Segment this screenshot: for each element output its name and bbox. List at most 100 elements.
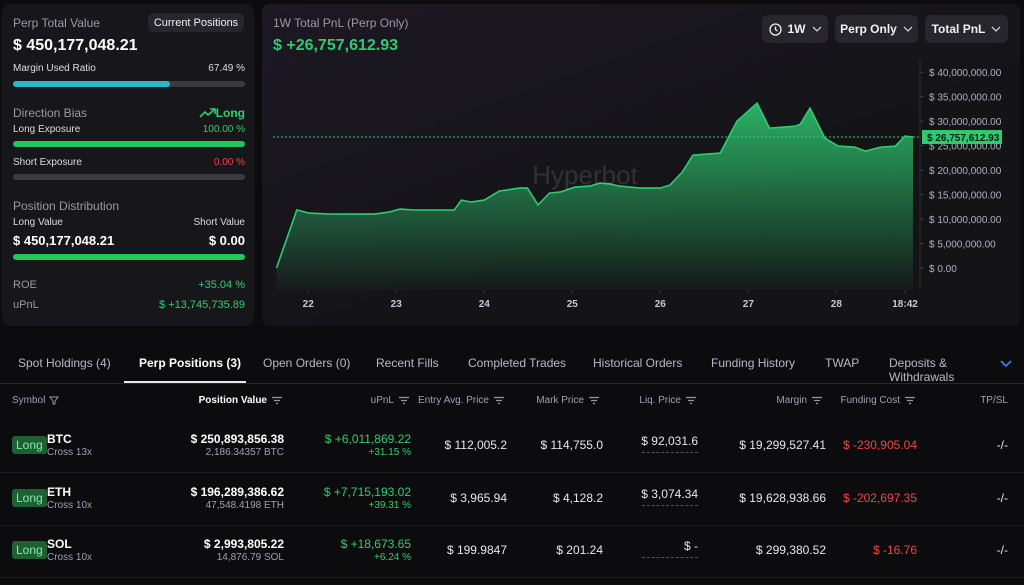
tp-sl: -/- — [996, 438, 1008, 452]
short-value: $ 0.00 — [208, 233, 245, 248]
mark-price: $ 114,755.0 — [540, 438, 603, 452]
chart-panel: 1W Total PnL (Perp Only) $ +26,757,612.9… — [262, 4, 1020, 326]
entry-price: $ 112,005.2 — [444, 438, 507, 452]
funding-cost: $ -230,905.04 — [842, 438, 917, 452]
column-header: Liq. Price — [639, 395, 697, 406]
tp-sl: -/- — [996, 491, 1008, 505]
upnl: $ +18,673.65 — [340, 537, 411, 551]
margin: $ 19,628,938.66 — [739, 491, 826, 505]
liq-underline — [642, 557, 698, 558]
roe-label: ROE — [13, 279, 37, 291]
position-value: $ 250,893,856.38 — [190, 432, 284, 446]
tab[interactable]: Completed Trades — [468, 356, 567, 370]
chart-title: 1W Total PnL (Perp Only) — [273, 16, 409, 30]
chevron — [903, 26, 913, 32]
short-exposure-label: Short Exposure — [13, 157, 82, 168]
metric-label: Total PnL — [931, 22, 986, 36]
symbol: SOL — [47, 537, 72, 551]
position-value: $ 2,993,805.22 — [203, 537, 284, 551]
short-exposure-track — [13, 174, 245, 180]
funding-cost: $ -202,697.35 — [842, 491, 917, 505]
current-positions-button[interactable]: Current Positions — [148, 13, 244, 32]
period-dropdown[interactable]: 1W — [762, 15, 828, 43]
upnl: $ +6,011,869.22 — [324, 432, 411, 446]
scope-dropdown[interactable]: Perp Only — [835, 15, 918, 43]
mark-price: $ 4,128.2 — [552, 491, 603, 505]
side-badge: Long — [12, 541, 47, 559]
tab[interactable]: Historical Orders — [593, 356, 683, 370]
chevron — [812, 26, 821, 32]
column-header: uPnL — [371, 395, 410, 406]
distribution-bar — [13, 254, 245, 260]
tab[interactable]: Deposits & Withdrawals — [889, 356, 955, 384]
liq-underline — [642, 452, 698, 453]
symbol: BTC — [47, 432, 72, 446]
column-header: Symbol — [12, 395, 61, 406]
scope-label: Perp Only — [840, 22, 897, 36]
margin-mode: Cross 10x — [47, 500, 93, 511]
liq-price: $ 3,074.34 — [641, 487, 698, 501]
symbol: ETH — [47, 485, 71, 499]
tab[interactable]: Perp Positions (3) — [139, 356, 242, 370]
tab[interactable]: Recent Fills — [376, 356, 439, 370]
column-header: Mark Price — [536, 395, 600, 406]
margin-label: Margin Used Ratio — [13, 63, 96, 74]
short-value-label: Short Value — [193, 217, 245, 228]
upnl-percent: +31.15 % — [368, 447, 411, 458]
upnl-value: $ +13,745,735.89 — [159, 299, 245, 311]
divider — [0, 383, 1024, 384]
column-header: TP/SL — [980, 395, 1008, 406]
sort-icon[interactable] — [811, 396, 823, 405]
column-header: Entry Avg. Price — [418, 395, 505, 406]
filter-icon[interactable] — [49, 396, 61, 405]
mark-price: $ 201.24 — [556, 543, 603, 557]
liq-price: $ - — [683, 539, 698, 553]
summary-panel: Perp Total Value Current Positions $ 450… — [2, 4, 254, 326]
tab[interactable]: Spot Holdings (4) — [18, 356, 111, 370]
sort-icon[interactable] — [493, 396, 505, 405]
summary-title: Perp Total Value — [13, 16, 100, 30]
upnl-label: uPnL — [13, 299, 39, 311]
clock-icon — [768, 22, 782, 36]
margin-mode: Cross 13x — [47, 447, 93, 458]
tab[interactable]: Open Orders (0) — [263, 356, 351, 370]
long-exposure-label: Long Exposure — [13, 124, 81, 135]
side-badge: Long — [12, 489, 47, 507]
position-value: $ 196,289,386.62 — [190, 485, 284, 499]
sort-icon[interactable] — [685, 396, 697, 405]
sort-icon[interactable] — [904, 396, 916, 405]
upnl-percent: +39.31 % — [368, 500, 411, 511]
total-value: $ 450,177,048.21 — [13, 37, 138, 54]
tab[interactable]: TWAP — [825, 356, 860, 370]
roe-value: +35.04 % — [198, 279, 245, 291]
row-divider — [0, 525, 1024, 526]
funding-cost: $ -16.76 — [872, 543, 917, 557]
liq-underline — [642, 505, 698, 506]
progress-fill — [13, 141, 245, 147]
long-exposure-value: 100.00 % — [202, 124, 245, 135]
entry-price: $ 199.9847 — [446, 543, 507, 557]
column-header: Position Value — [199, 395, 283, 406]
sort-icon[interactable] — [398, 396, 410, 405]
tab[interactable]: Funding History — [711, 356, 796, 370]
sort-icon[interactable] — [271, 396, 283, 405]
period-label: 1W — [787, 22, 806, 36]
short-exposure-value: 0.00 % — [213, 157, 245, 168]
upnl-percent: +6.24 % — [374, 552, 411, 563]
margin-value: 67.49 % — [208, 63, 245, 74]
progress-fill — [13, 81, 170, 87]
long-value-label: Long Value — [13, 217, 63, 228]
tp-sl: -/- — [996, 543, 1008, 557]
long-exposure-track — [13, 141, 245, 147]
sort-icon[interactable] — [588, 396, 600, 405]
column-header: Funding Cost — [841, 395, 916, 406]
side-badge: Long — [12, 436, 47, 454]
position-size: 14,876.79 SOL — [216, 552, 284, 563]
long-value: $ 450,177,048.21 — [13, 233, 115, 248]
trend-icon — [199, 108, 216, 118]
margin: $ 299,380.52 — [755, 543, 826, 557]
chevron — [991, 26, 1001, 32]
metric-dropdown[interactable]: Total PnL — [925, 15, 1008, 43]
chart-headline: $ +26,757,612.93 — [273, 37, 399, 54]
tabs-more[interactable] — [1000, 360, 1012, 368]
